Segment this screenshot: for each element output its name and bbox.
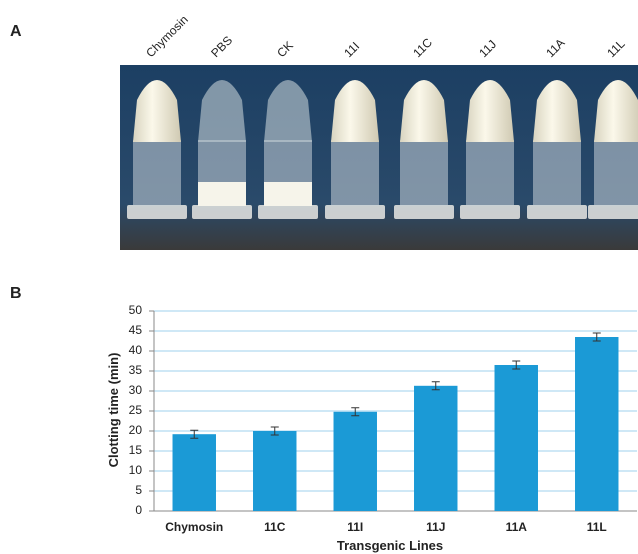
y-tick-label: 40 [129,343,143,357]
y-tick-label: 30 [129,383,143,397]
error-bar [270,426,279,436]
tube-label: PBS [208,33,235,60]
y-tick-label: 45 [129,323,143,337]
x-axis-label: Transgenic Lines [337,538,443,553]
tube-label: 11A [543,36,567,60]
x-tick-label: 11A [506,520,528,534]
tube-cap [264,80,312,142]
error-bar [351,407,360,417]
tube-cap [198,80,246,142]
y-tick-label: 50 [129,303,143,317]
tube-body [466,140,514,206]
y-tick-label: 10 [129,463,143,477]
tube-base [394,205,454,219]
tube-base [127,205,187,219]
curd [264,182,312,206]
tube-body [133,140,181,206]
tube-base [325,205,385,219]
tube-label: 11L [604,36,628,60]
bar [253,431,297,511]
tube-base [192,205,252,219]
tube-cap [133,80,181,142]
tube-cap [594,80,638,142]
error-bar [190,429,199,439]
tube-cap [533,80,581,142]
tube-label: 11I [341,39,362,60]
tube-body [533,140,581,206]
tube-label: CK [274,38,296,60]
error-bar [431,381,440,391]
y-tick-label: 15 [129,443,143,457]
tube-label: Chymosin [143,12,191,60]
bar [494,365,538,511]
tube-base [588,205,638,219]
x-tick-label: 11C [264,520,286,534]
curd [198,182,246,206]
y-tick-label: 25 [129,403,143,417]
tube-label: 11C [410,35,435,60]
y-tick-label: 5 [135,483,142,497]
bar [333,411,377,511]
x-tick-label: 11J [426,520,445,534]
tube-body [400,140,448,206]
tube-body [331,140,379,206]
tube-base [460,205,520,219]
tube-cap [400,80,448,142]
tube-base [527,205,587,219]
panel-label: A [10,23,22,40]
y-tick-label: 20 [129,423,143,437]
y-tick-label: 0 [135,503,142,517]
tube-body [594,140,638,206]
tube-label: 11J [476,37,499,60]
error-bar [592,332,601,342]
bar [575,337,619,511]
x-tick-label: 11L [587,520,607,534]
tube-cap [466,80,514,142]
y-axis-label: Clotting time (min) [106,353,121,468]
y-tick-label: 35 [129,363,143,377]
panel-label: B [10,285,22,302]
x-tick-label: Chymosin [165,520,223,534]
error-bar [512,360,521,370]
bar [172,434,216,511]
tube-base [258,205,318,219]
bar [414,385,458,511]
tube-cap [331,80,379,142]
x-tick-label: 11I [347,520,363,534]
